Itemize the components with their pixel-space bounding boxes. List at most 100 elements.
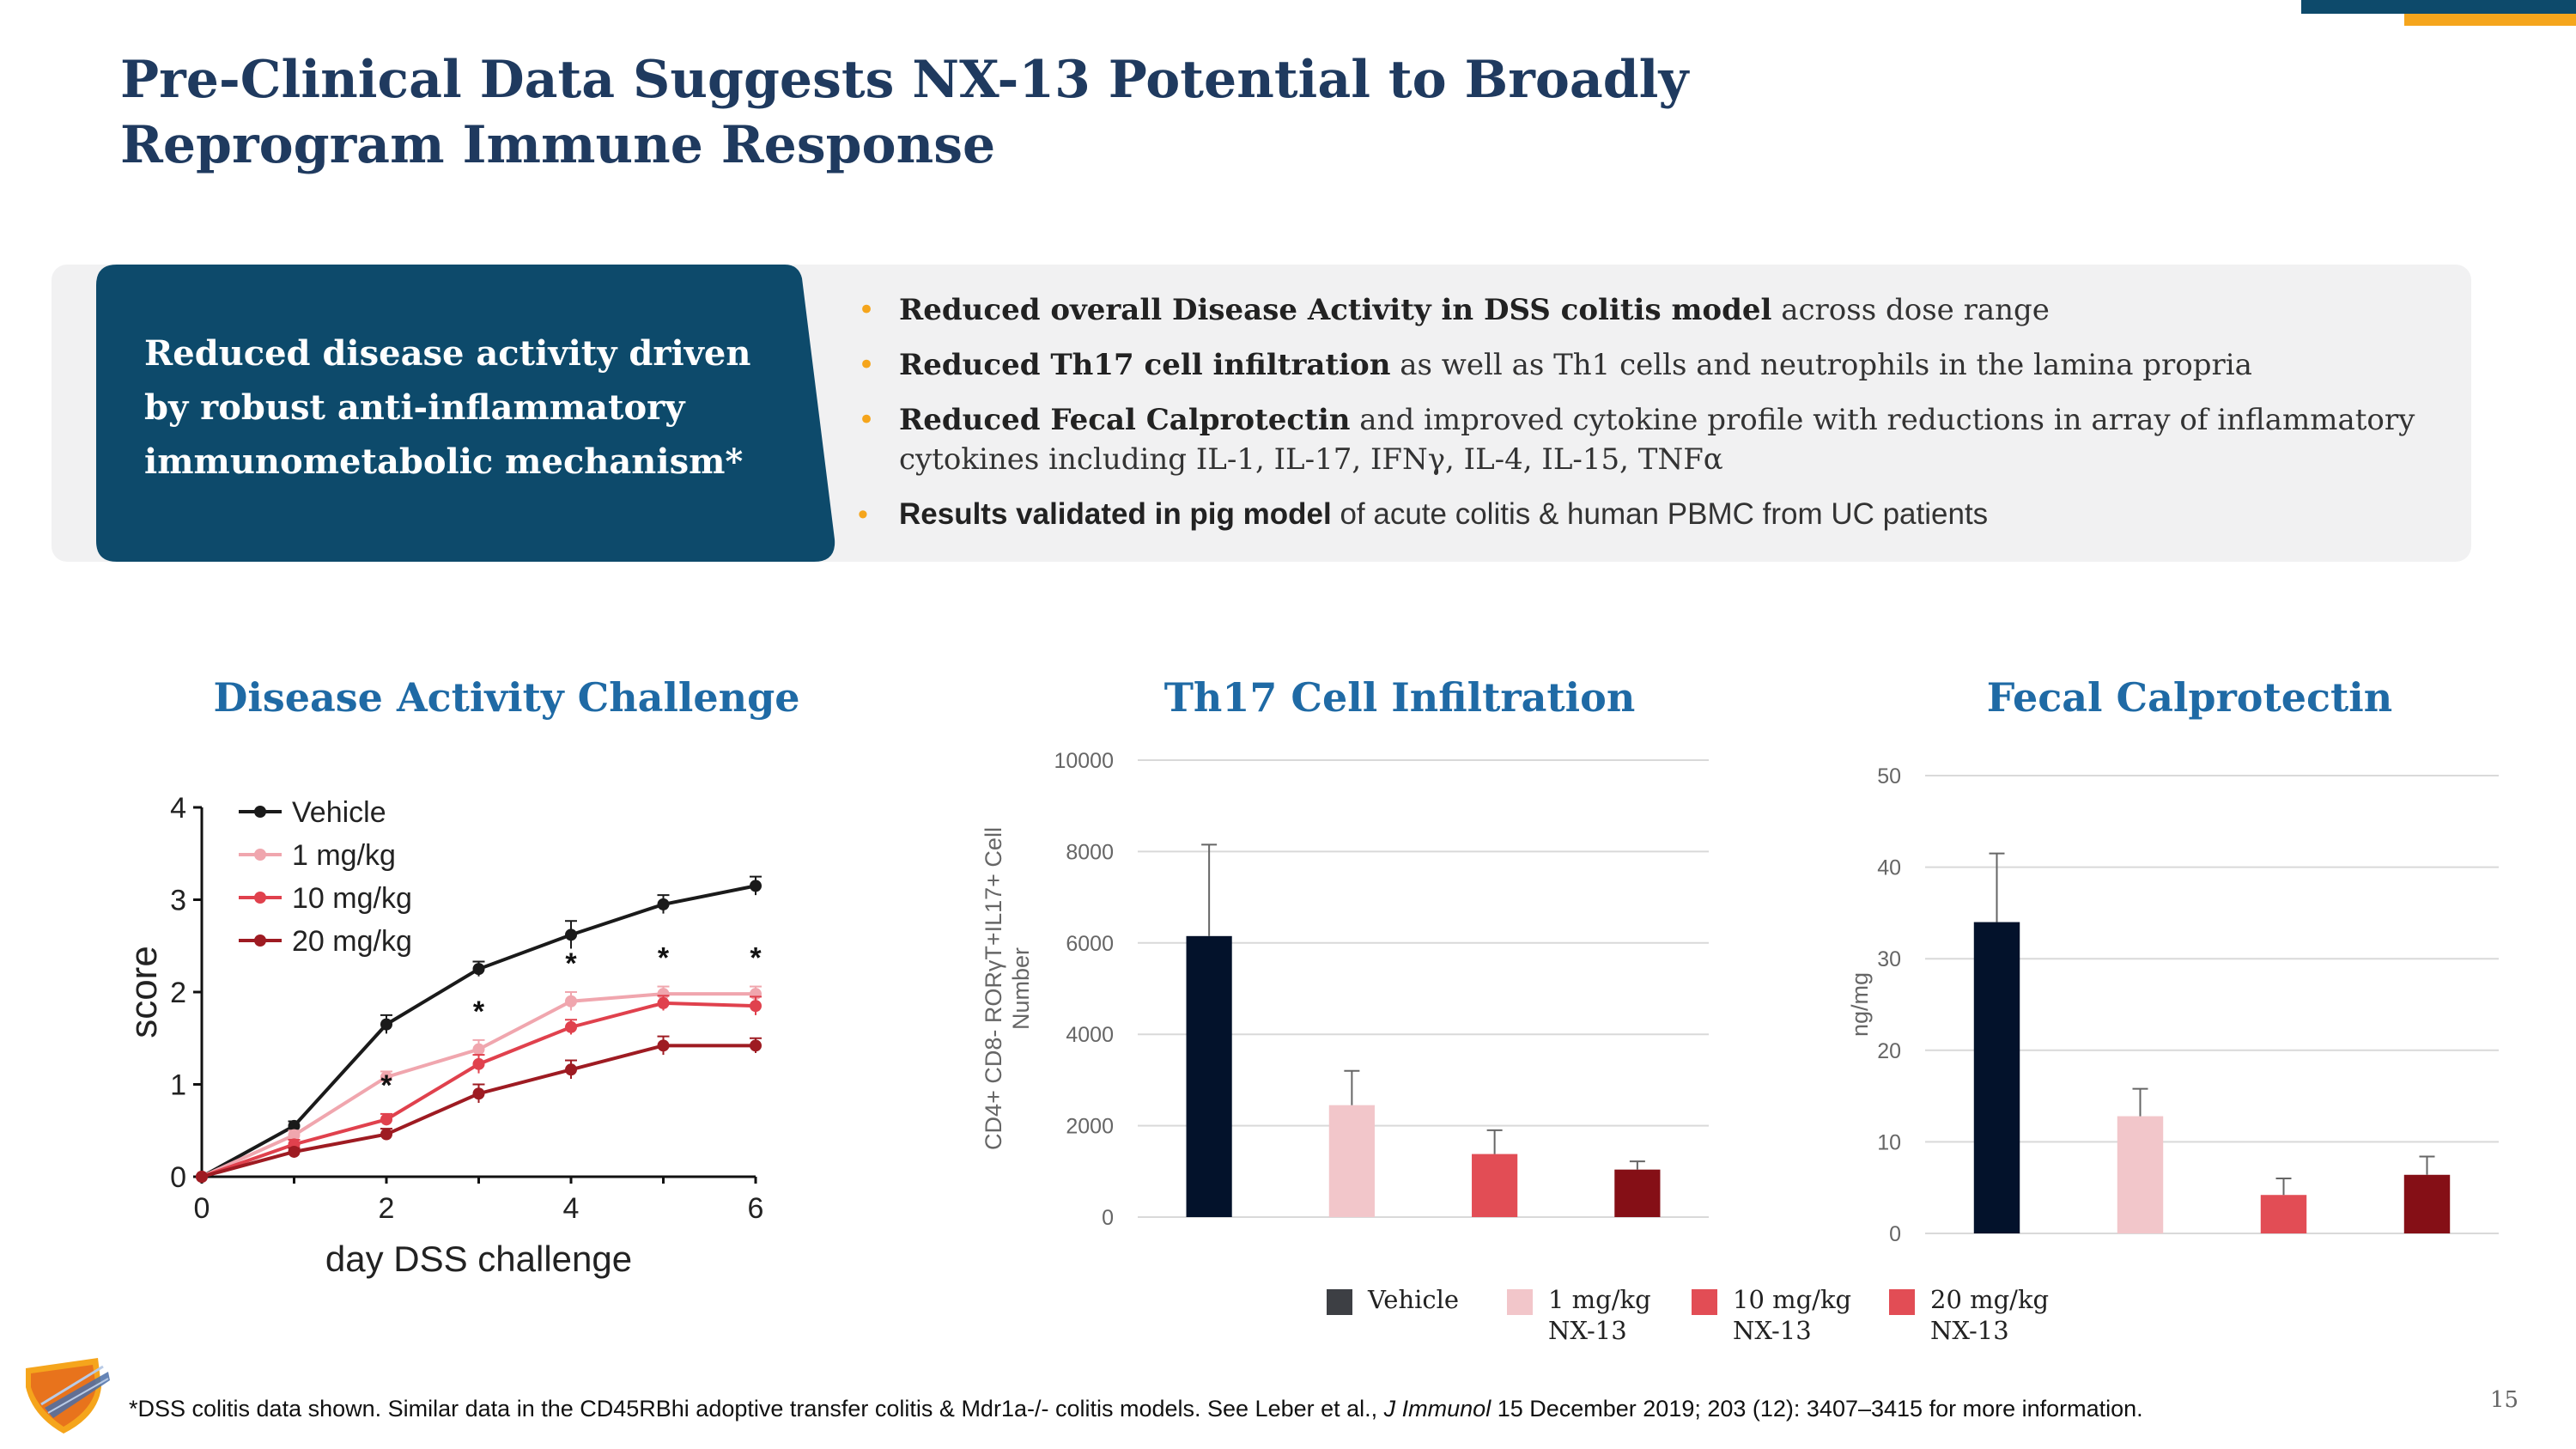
y-tick-label: 8000 [1066,840,1114,864]
legend-label: 10 mg/kg [1733,1285,1852,1314]
data-point [750,880,762,892]
y-tick-label: 4 [170,792,186,825]
bar-3 [2403,1174,2451,1233]
data-point [380,1018,392,1031]
chart-title-disease-activity: Disease Activity Challenge [213,674,800,721]
calprotectin-bar-chart: 0 10 20 30 40 50 ng/mg [1847,764,2499,1245]
x-tick-label: 2 [379,1192,395,1225]
legend-entry: Vehicle [292,796,386,829]
y-tick-label: 2000 [1066,1115,1114,1139]
slide-title: Pre-Clinical Data Suggests NX-13 Potenti… [120,50,1689,175]
y-tick-label: 50 [1877,764,1901,788]
y-tick-label: 0 [170,1161,186,1194]
bullet-disease-activity: • Reduced overall Disease Activity in DSS… [854,290,2469,330]
chart-title-calprotectin: Fecal Calprotectin [1986,674,2393,721]
data-point [196,1171,208,1183]
y-tick-label: 10000 [1054,749,1114,773]
significance-marker: * [750,942,762,975]
legend-swatch [1327,1289,1352,1315]
bullet-th17: • Reduced Th17 cell infiltration as well … [854,345,2469,385]
bar-2 [2260,1195,2307,1233]
x-tick-label: 4 [563,1192,580,1225]
y-tick-label: 20 [1877,1039,1901,1063]
callout-box [96,265,835,562]
top-accent-bar-orange [2404,14,2576,26]
y-axis-title-line: ng/mg [1847,972,1873,1037]
x-tick-label: 6 [748,1192,764,1225]
footnote-journal: J Immunol [1383,1396,1492,1422]
y-tick-label: 2 [170,977,186,1009]
bullet-text: across dose range [1771,293,2050,327]
bar-0 [1973,922,2020,1233]
bullet-bold-text: Reduced Th17 cell infiltration [899,348,1391,382]
legend-marker [254,935,266,947]
x-axis-title: day DSS challenge [325,1239,632,1279]
data-point [565,928,577,941]
data-point [288,1145,301,1158]
legend-marker [254,806,266,818]
disease-activity-line-chart: 0 1 2 3 4 0 2 4 6 day DSS challenge score * * * * * Vehi… [123,792,764,1279]
series-line-0 [201,884,756,1178]
significance-marker: * [565,947,577,980]
callout-text: Reduced disease activity driven by robus… [144,333,751,482]
y-axis-title: ng/mg [1847,972,1873,1037]
bar-0 [1186,935,1232,1217]
data-point [472,963,485,976]
data-point [565,1020,577,1033]
data-point [750,1000,762,1013]
data-point [565,995,577,1008]
y-tick-label: 4000 [1066,1023,1114,1047]
bullet-dot-icon: • [858,293,876,327]
data-point [380,1070,392,1083]
data-point [657,996,670,1009]
bullet-dot-icon: • [858,403,876,437]
bullet-dot-icon: • [858,498,868,531]
data-point [288,1119,301,1132]
bar-chart-legend: Vehicle 1 mg/kg NX-13 10 mg/kg NX-13 20 mg… [1327,1284,2099,1353]
legend-swatch [1507,1289,1533,1315]
data-point [657,988,670,1001]
data-point [380,1128,392,1141]
legend-label: 20 mg/kg [1930,1285,2050,1314]
data-point [380,1113,392,1126]
th17-bar-chart: 0 2000 4000 6000 8000 10000 CD4+ CD8- RORγT+IL… [981,749,1709,1230]
data-point [657,898,670,910]
y-axis-title-line: CD4+ CD8- RORγT+IL17+ Cell [981,827,1006,1150]
legend-marker [254,849,266,861]
legend-swatch [1692,1289,1717,1315]
y-axis-title: CD4+ CD8- RORγT+IL17+ CellNumber [981,827,1034,1150]
legend-label: 1 mg/kg [1548,1285,1651,1314]
company-logo-icon [26,1358,110,1434]
data-point [472,1043,485,1056]
data-point [750,1039,762,1052]
data-point [657,1039,670,1052]
data-point [472,1057,485,1070]
bar-3 [1614,1169,1661,1217]
legend-swatch [1889,1289,1915,1315]
y-axis-title: score [123,946,165,1038]
significance-marker: * [380,1069,392,1102]
data-point [565,1063,577,1076]
legend-sublabel: NX-13 [1930,1316,2009,1345]
bullet-bold-text: Results validated in pig model [899,497,1332,531]
bar-1 [1328,1105,1375,1217]
bullet-bold-text: Reduced Fecal Calprotectin [899,403,1351,437]
x-tick-label: 0 [194,1192,210,1225]
footnote-text-end: 15 December 2019; 203 (12): 3407–3415 fo… [1491,1396,2143,1422]
data-point [472,1087,485,1100]
footnote: *DSS colitis data shown. Similar data in… [129,1396,2361,1422]
legend-sublabel: NX-13 [1548,1316,1627,1345]
y-tick-label: 40 [1877,856,1901,880]
bullet-calprotectin: • Reduced Fecal Calprotectin and improved… [854,400,2469,479]
y-tick-label: 6000 [1066,932,1114,956]
legend-label: Vehicle [1368,1285,1460,1314]
bar-1 [2117,1116,2164,1233]
y-tick-label: 1 [170,1069,186,1102]
bullet-bold-text: Reduced overall Disease Activity in DSS … [899,293,1772,327]
significance-marker: * [473,995,485,1028]
footnote-text: *DSS colitis data shown. Similar data in… [129,1396,1384,1422]
legend-sublabel: NX-13 [1733,1316,1812,1345]
bullet-dot-icon: • [858,348,876,382]
y-tick-label: 30 [1877,947,1901,971]
significance-marker: * [658,942,670,975]
